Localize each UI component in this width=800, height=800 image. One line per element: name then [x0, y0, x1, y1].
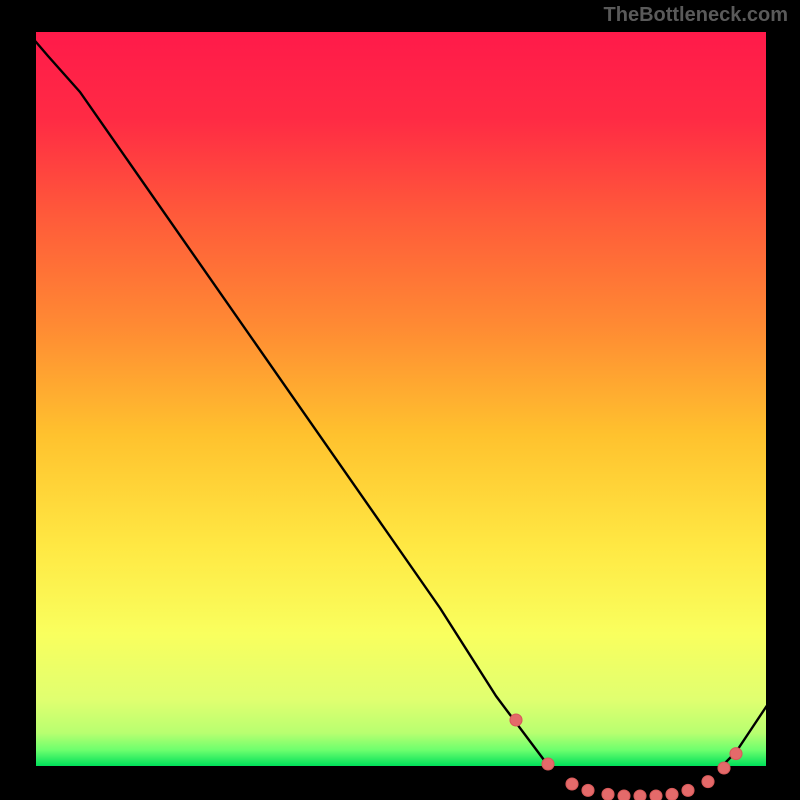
bottleneck-curve: [0, 0, 800, 796]
highlight-markers: [510, 714, 742, 800]
watermark-text: TheBottleneck.com: [604, 4, 788, 27]
marker-point: [650, 790, 662, 800]
chart-container: TheBottleneck.com: [0, 0, 800, 800]
marker-point: [582, 784, 594, 796]
marker-point: [718, 762, 730, 774]
marker-point: [542, 758, 554, 770]
marker-point: [566, 778, 578, 790]
curve-overlay: [0, 0, 800, 800]
marker-point: [602, 788, 614, 800]
marker-point: [682, 784, 694, 796]
marker-point: [510, 714, 522, 726]
marker-point: [634, 790, 646, 800]
marker-point: [618, 790, 630, 800]
marker-point: [730, 748, 742, 760]
marker-point: [666, 788, 678, 800]
marker-point: [702, 776, 714, 788]
